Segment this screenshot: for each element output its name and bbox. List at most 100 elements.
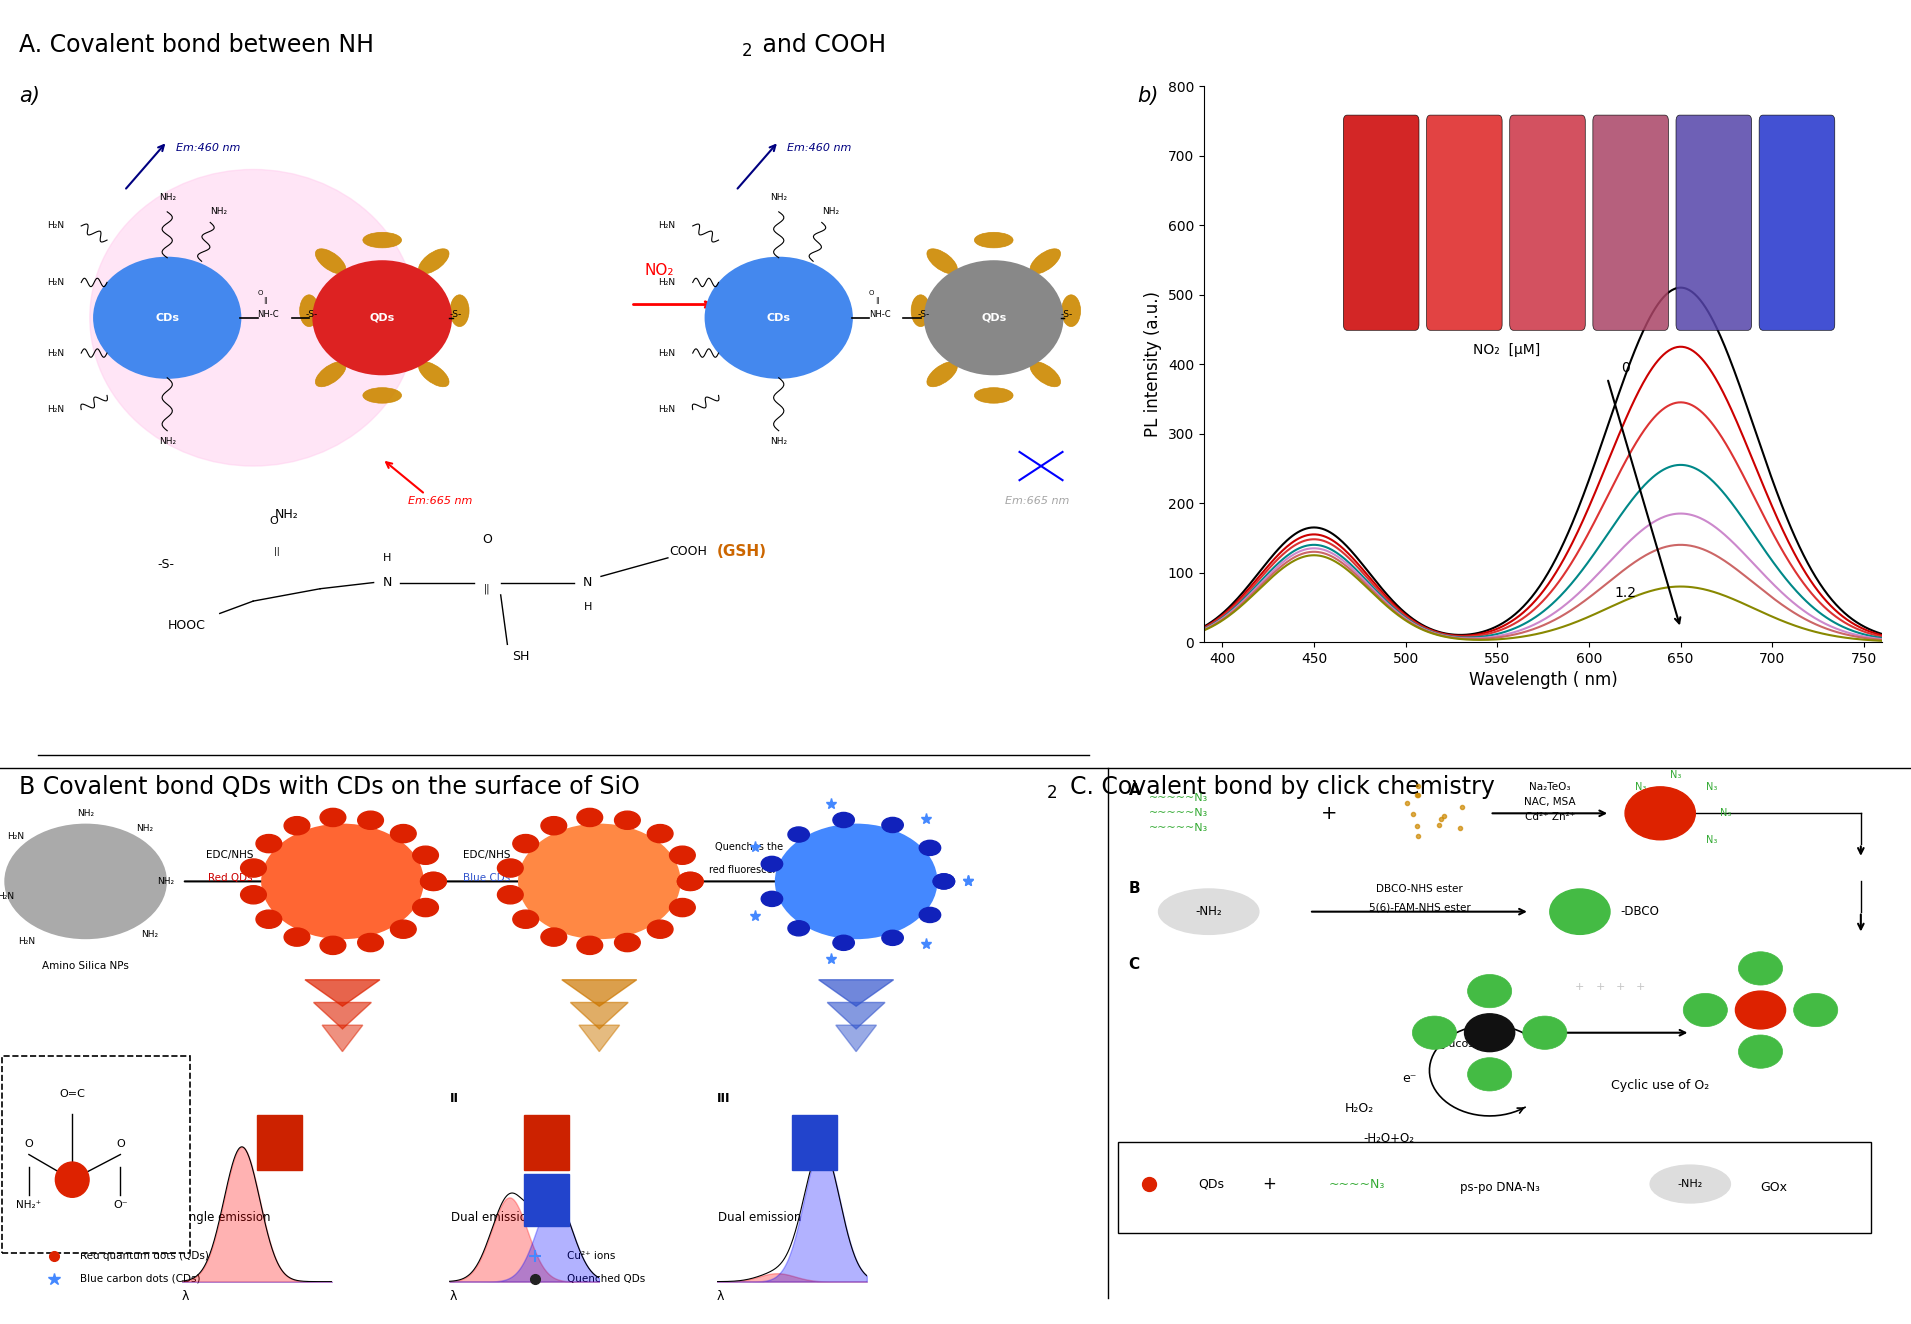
Circle shape — [676, 873, 703, 891]
Text: H₂N: H₂N — [0, 892, 13, 902]
Polygon shape — [835, 1025, 877, 1051]
Circle shape — [833, 813, 854, 828]
Text: 2: 2 — [741, 42, 753, 61]
X-axis label: Wavelength ( nm): Wavelength ( nm) — [1470, 671, 1617, 690]
Text: NH-C: NH-C — [258, 310, 279, 319]
Text: ~~~~~N₃: ~~~~~N₃ — [1149, 793, 1208, 804]
Text: QDs: QDs — [369, 312, 396, 323]
Circle shape — [919, 907, 940, 923]
Text: H: H — [583, 602, 592, 612]
Circle shape — [420, 873, 447, 891]
Text: H₂N: H₂N — [659, 405, 675, 414]
Ellipse shape — [419, 361, 449, 387]
Text: Cyclic use of O₂: Cyclic use of O₂ — [1611, 1079, 1708, 1092]
Text: N₃: N₃ — [1634, 781, 1645, 792]
Text: COOH: COOH — [669, 545, 707, 559]
Text: +: + — [1615, 982, 1624, 992]
Text: -H₂O+O₂: -H₂O+O₂ — [1364, 1132, 1414, 1145]
Text: Em:665 nm: Em:665 nm — [1005, 496, 1068, 506]
Ellipse shape — [300, 295, 319, 327]
Text: N: N — [382, 576, 392, 589]
Text: NH₂: NH₂ — [141, 929, 159, 939]
Text: C: C — [1127, 957, 1139, 972]
Text: Quenches the: Quenches the — [715, 842, 784, 853]
Text: ps-po DNA-N₃: ps-po DNA-N₃ — [1460, 1181, 1540, 1194]
Ellipse shape — [363, 388, 401, 404]
Text: -S-: -S- — [449, 310, 461, 319]
Text: -DBCO: -DBCO — [1621, 906, 1659, 918]
Text: ||: || — [273, 547, 279, 556]
Text: N₃: N₃ — [1670, 771, 1682, 780]
Circle shape — [761, 891, 784, 907]
Text: Red QDs: Red QDs — [208, 873, 252, 883]
Text: CDs: CDs — [155, 312, 180, 323]
Text: Amino Silica NPs: Amino Silica NPs — [42, 961, 130, 970]
Text: and COOH: and COOH — [755, 33, 887, 57]
Circle shape — [512, 834, 539, 853]
Text: QDs: QDs — [980, 312, 1007, 323]
Text: +: + — [1261, 1174, 1277, 1193]
Circle shape — [1468, 974, 1512, 1008]
Text: H₂N: H₂N — [659, 348, 675, 357]
Text: NH₂: NH₂ — [159, 193, 176, 203]
Text: H₂N: H₂N — [48, 221, 63, 230]
Circle shape — [1684, 993, 1728, 1026]
Ellipse shape — [451, 295, 468, 327]
Circle shape — [577, 936, 602, 955]
Text: Blue CDs: Blue CDs — [462, 873, 510, 883]
Circle shape — [648, 825, 673, 842]
Text: ~~~~~N₃: ~~~~~N₃ — [1149, 824, 1208, 833]
Text: Cu²⁺ ions: Cu²⁺ ions — [568, 1251, 615, 1260]
Polygon shape — [323, 1025, 363, 1051]
Text: NO₂: NO₂ — [644, 263, 675, 278]
Text: NH₂: NH₂ — [275, 508, 298, 522]
Circle shape — [669, 899, 696, 916]
Circle shape — [776, 825, 936, 939]
Circle shape — [321, 809, 346, 826]
Text: A. Covalent bond between NH: A. Covalent bond between NH — [19, 33, 375, 57]
Text: H₂N: H₂N — [48, 278, 63, 287]
Circle shape — [1523, 1016, 1567, 1050]
Text: O: O — [482, 532, 493, 545]
Text: NH₂: NH₂ — [822, 208, 839, 216]
Text: Em:665 nm: Em:665 nm — [409, 496, 472, 506]
Text: ~~~~~N₃: ~~~~~N₃ — [1149, 809, 1208, 818]
Text: O: O — [269, 516, 277, 526]
Ellipse shape — [912, 295, 931, 327]
Ellipse shape — [315, 361, 346, 387]
Text: NH₂: NH₂ — [770, 437, 787, 446]
Circle shape — [1739, 952, 1783, 985]
Text: N₃: N₃ — [1707, 835, 1718, 845]
Text: H₂O₂: H₂O₂ — [1345, 1102, 1374, 1115]
Text: EDC/NHS: EDC/NHS — [462, 850, 510, 859]
Circle shape — [577, 809, 602, 826]
Y-axis label: PL intensity (a.u.): PL intensity (a.u.) — [1145, 291, 1162, 437]
Circle shape — [1550, 888, 1609, 935]
Ellipse shape — [419, 249, 449, 274]
Circle shape — [94, 258, 241, 377]
Circle shape — [1412, 1016, 1456, 1050]
Circle shape — [357, 812, 384, 829]
Text: -NH₂: -NH₂ — [1196, 906, 1221, 918]
Circle shape — [520, 825, 680, 939]
Circle shape — [497, 859, 524, 876]
Ellipse shape — [1158, 888, 1259, 935]
Text: 1.2: 1.2 — [1615, 587, 1636, 601]
Text: glucose: glucose — [1439, 1039, 1481, 1049]
Text: (GSH): (GSH) — [717, 544, 766, 559]
Polygon shape — [827, 1002, 885, 1029]
Text: H: H — [382, 553, 392, 563]
Text: N: N — [583, 576, 592, 589]
Text: b): b) — [1137, 86, 1158, 106]
Text: ||: || — [875, 297, 879, 303]
Text: B: B — [1127, 882, 1141, 896]
Text: NO₂  [μM]: NO₂ [μM] — [1473, 343, 1540, 357]
Text: SH: SH — [512, 650, 529, 663]
Text: H₂N: H₂N — [48, 348, 63, 357]
Ellipse shape — [1651, 1165, 1731, 1204]
Ellipse shape — [975, 232, 1013, 248]
Circle shape — [256, 834, 281, 853]
Text: NH₂: NH₂ — [157, 876, 174, 886]
Circle shape — [615, 812, 640, 829]
Text: -S-: -S- — [306, 310, 317, 319]
